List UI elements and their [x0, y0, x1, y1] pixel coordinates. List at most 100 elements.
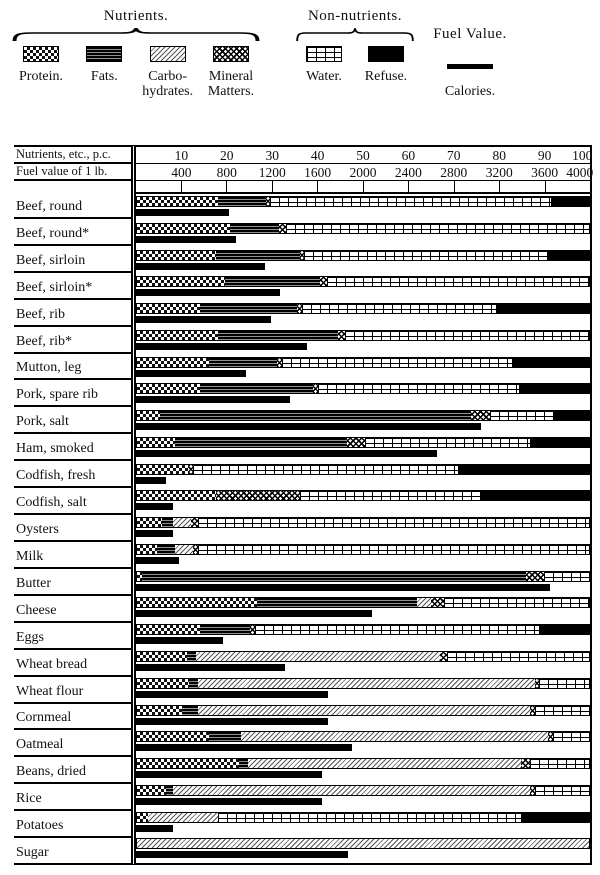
segment-water [444, 598, 589, 608]
tick-cell [409, 181, 455, 192]
food-row [136, 408, 590, 435]
calories-bar [136, 369, 246, 377]
calories-bar [136, 289, 281, 297]
fuel-tick: 2000 [349, 165, 377, 180]
segment-water [317, 384, 519, 394]
food-row [136, 435, 590, 462]
segment-fats [182, 705, 198, 715]
segment-fats [209, 357, 278, 367]
segment-refuse [548, 250, 589, 260]
food-label-text: Beef, rib [16, 306, 65, 322]
food-label-row: Codfish, salt [14, 488, 131, 516]
legend-item-refuse: Refuse. [358, 46, 414, 85]
food-label-row: Mutton, leg [14, 354, 131, 381]
food-label-text: Pork, spare rib [16, 387, 99, 403]
segment-mineral [530, 705, 535, 715]
percent-tick: 30 [265, 148, 279, 163]
calories-bar [136, 690, 328, 698]
segment-fats [161, 518, 174, 528]
segment-protein [137, 678, 189, 688]
segment-fats [188, 678, 198, 688]
segment-mineral [279, 223, 287, 233]
tick-strip [136, 181, 590, 194]
segment-water [344, 330, 589, 340]
composition-bar [136, 222, 590, 234]
fuel-tick: 1200 [258, 165, 286, 180]
food-label-row: Potatoes [14, 811, 131, 839]
segment-carbohydrates [137, 839, 589, 849]
calories-bar [136, 316, 272, 324]
food-label-row: Beef, sirloin [14, 246, 131, 273]
food-label-text: Rice [16, 791, 42, 807]
row-label-column: Nutrients, etc., p.c. Fuel value of 1 lb… [14, 145, 131, 866]
calories-bar [136, 342, 307, 350]
segment-refuse [518, 384, 589, 394]
segment-protein [137, 785, 167, 795]
calories-bar [136, 771, 322, 779]
segment-water [534, 785, 589, 795]
legend-item-fats: Fats. [75, 46, 133, 99]
segment-mineral [534, 678, 540, 688]
segment-refuse [530, 437, 589, 447]
food-label-text: Beef, sirloin* [16, 279, 93, 295]
legend-item-protein: Protein. [12, 46, 70, 99]
tick-cell [182, 181, 227, 192]
segment-protein [137, 330, 219, 340]
composition-bar [136, 758, 590, 770]
segment-protein [137, 732, 210, 742]
nutrients-swatches: Protein. Fats. Carbo- hydrates. Mineral … [12, 46, 260, 99]
percent-tick: 40 [310, 148, 325, 163]
fuel-axis-label: Fuel value of 1 lb. [14, 164, 131, 181]
segment-carbohydrates [148, 812, 219, 822]
segment-water [286, 223, 589, 233]
segment-water [530, 759, 589, 769]
food-label-row: Eggs [14, 623, 131, 650]
composition-bar [136, 329, 590, 341]
segment-mineral [216, 491, 300, 501]
food-row [136, 381, 590, 408]
food-label-row: Rice [14, 784, 131, 812]
segment-protein [137, 464, 189, 474]
tick-cell [455, 181, 500, 192]
food-row [136, 221, 590, 248]
calories-bar [136, 235, 237, 243]
segment-refuse [550, 197, 589, 206]
segment-fats [216, 250, 300, 260]
segment-protein [137, 544, 158, 554]
food-label-row: Beef, rib [14, 300, 131, 327]
food-row [136, 595, 590, 622]
calories-bar [136, 396, 290, 404]
calories-bar [136, 824, 174, 832]
fuel-tick-row: 400 800 1200 1600 2000 2400 2800 3200 3600 4000 [136, 164, 593, 181]
segment-fats [200, 625, 250, 635]
mineral-label: Mineral Matters. [207, 69, 255, 99]
food-label-text: Beans, dried [16, 764, 86, 780]
calories-bar [136, 744, 352, 752]
segment-fats [238, 759, 248, 769]
segment-mineral [548, 732, 553, 742]
segment-carbohydrates [173, 785, 531, 795]
fats-label: Fats. [90, 69, 118, 84]
composition-bar [136, 276, 590, 288]
label-spacer [14, 179, 131, 192]
food-row [136, 488, 590, 515]
segment-mineral [338, 330, 345, 340]
segment-fats [229, 223, 280, 233]
calories-bar [136, 717, 328, 725]
segment-water [534, 705, 589, 715]
segment-carbohydrates [173, 518, 192, 528]
legend-group-fuel-value: Fuel Value. Calories. [432, 8, 508, 100]
segment-fats [209, 732, 241, 742]
segment-carbohydrates [247, 759, 522, 769]
food-row [136, 542, 590, 569]
food-label-row: Oysters [14, 515, 131, 542]
food-label-row: Milk [14, 542, 131, 569]
calories-label: Calories. [444, 84, 496, 99]
axis-header-labels: Nutrients, etc., p.c. Fuel value of 1 lb… [14, 145, 131, 181]
fuel-tick: 3600 [531, 165, 559, 180]
water-label: Water. [306, 69, 342, 84]
food-label-row: Beef, round* [14, 219, 131, 246]
segment-refuse [457, 464, 589, 474]
food-label-text: Milk [16, 548, 44, 564]
